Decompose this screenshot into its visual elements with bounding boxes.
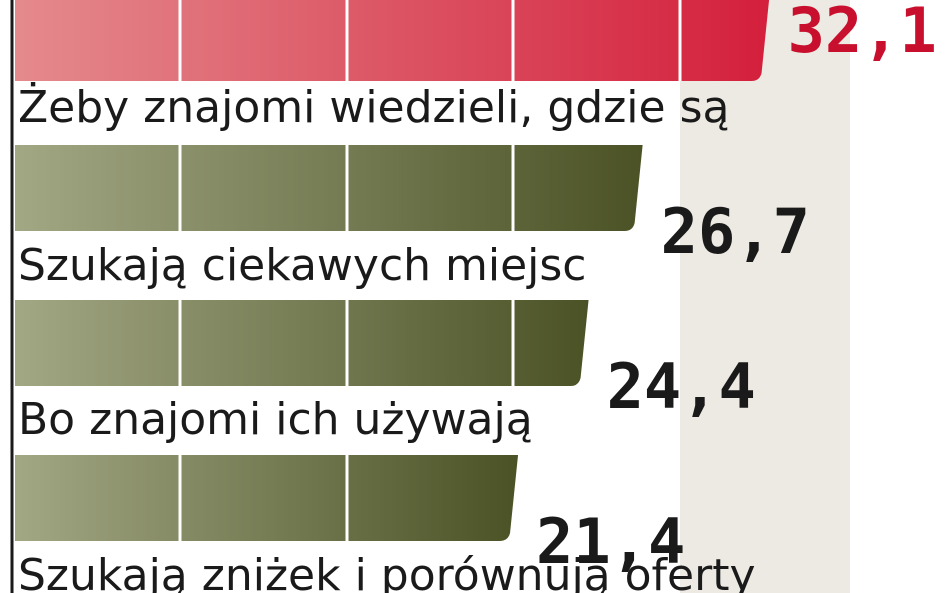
background-band <box>680 0 850 593</box>
category-label: Szukają ciekawych miejsc <box>18 240 587 291</box>
category-label: Żeby znajomi wiedzieli, gdzie są <box>18 81 729 133</box>
value-label: 32,1 <box>788 0 937 67</box>
bar <box>15 455 519 541</box>
value-label: 21,4 <box>536 505 685 578</box>
bar <box>15 300 589 386</box>
value-label: 26,7 <box>661 195 810 268</box>
bar <box>15 145 643 231</box>
category-label: Szukają zniżek i porównują oferty <box>18 550 756 593</box>
category-label: Bo znajomi ich używają <box>18 394 533 445</box>
value-label: 24,4 <box>607 350 756 423</box>
bar <box>15 0 770 81</box>
